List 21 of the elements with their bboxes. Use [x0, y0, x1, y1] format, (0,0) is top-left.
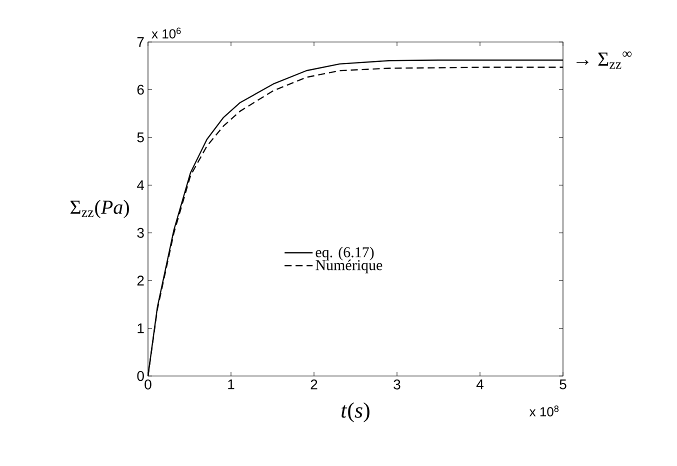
- text: x 10$^{6}$: [152, 28, 181, 38]
- annotation: → Σ$_{zz}$∞: [576, 51, 632, 69]
- x-tick-label: 5: [560, 380, 566, 390]
- y-tick-label: 2: [137, 276, 144, 286]
- x-tick-label: 4: [476, 380, 484, 390]
- x-axis-title: t(s): [342, 402, 370, 422]
- x-tick-label: 2: [310, 380, 318, 390]
- text: x 10$^{8}$: [529, 406, 559, 416]
- y-tick-label: 3: [137, 228, 144, 238]
- legend-label: eq. (6.17): [316, 246, 374, 260]
- x-tick-label: 0: [144, 380, 152, 390]
- y-tick-label: 1: [138, 323, 144, 334]
- y-axis-title: Σ$_{zz}$(Pa): [70, 200, 129, 218]
- legend-label: Numérique: [316, 260, 382, 274]
- y-tick-label: 7: [137, 37, 144, 47]
- x-tick-label: 3: [394, 380, 400, 390]
- x-tick-label: 1: [228, 380, 234, 390]
- y-tick-label: 5: [137, 132, 144, 142]
- y-tick-label: 4: [136, 180, 144, 190]
- y-tick-label: 6: [137, 84, 144, 95]
- y-tick-label: 0: [137, 371, 144, 381]
